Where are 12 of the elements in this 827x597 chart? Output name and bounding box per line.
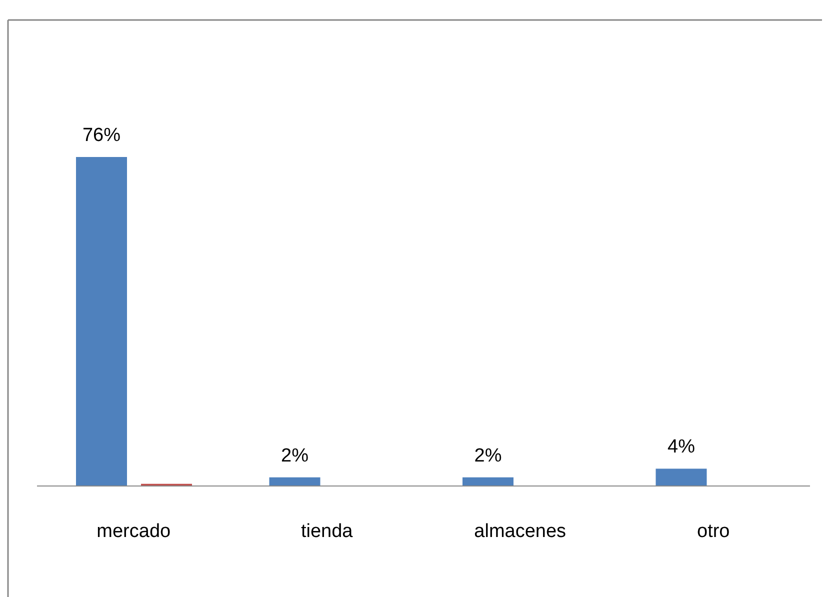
bar <box>462 477 514 486</box>
x-tick-label: almacenes <box>474 521 566 542</box>
x-tick-label: mercado <box>96 521 171 542</box>
bar <box>269 477 320 486</box>
bar <box>656 468 707 486</box>
data-label: 4% <box>668 436 696 458</box>
x-tick-label: otro <box>697 521 730 542</box>
bar <box>76 157 127 486</box>
x-tick-label: tienda <box>300 521 354 542</box>
data-label: 2% <box>281 445 309 466</box>
data-label: 76% <box>82 125 121 146</box>
data-label: 2% <box>474 445 502 466</box>
